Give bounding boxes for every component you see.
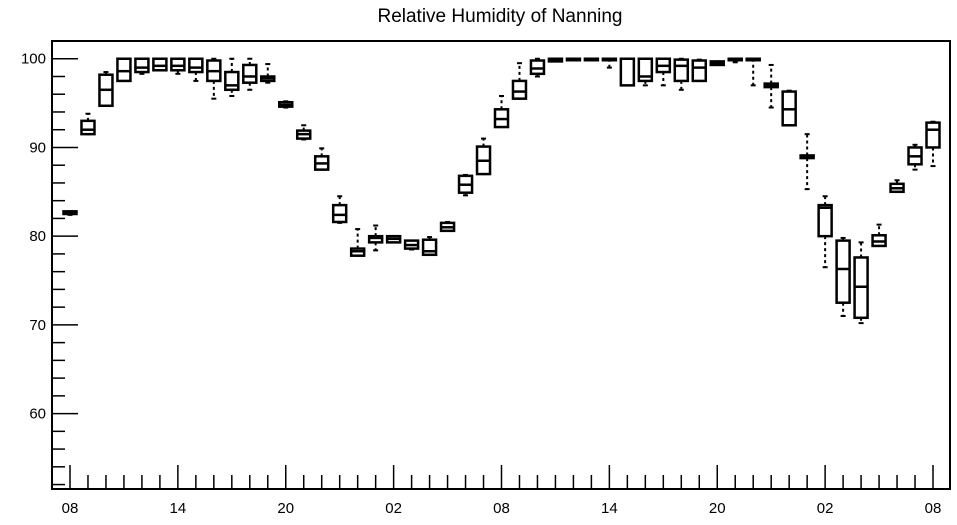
- box-group: [224, 57, 240, 98]
- plot-frame: [51, 40, 951, 490]
- box-group: [565, 57, 582, 62]
- box-group: [260, 63, 276, 84]
- iqr-box: [331, 203, 348, 224]
- y-tick-label: 100: [21, 51, 46, 68]
- iqr-box: [691, 59, 708, 83]
- iqr-box: [511, 79, 528, 100]
- box-group: [619, 57, 636, 87]
- box-group: [709, 60, 725, 67]
- iqr-box: [152, 57, 168, 72]
- chart-title: Relative Humidity of Nanning: [377, 6, 622, 27]
- iqr-box: [242, 63, 258, 84]
- box-group: [835, 236, 851, 318]
- x-tick-label: 14: [601, 500, 618, 517]
- box-group: [673, 57, 690, 91]
- box-group: [871, 223, 887, 248]
- box-group: [134, 57, 150, 75]
- box-group: [349, 228, 366, 257]
- box-plots: [62, 57, 941, 325]
- iqr-box: [224, 70, 240, 92]
- iqr-box: [134, 57, 150, 74]
- box-group: [331, 195, 348, 224]
- box-group: [907, 143, 923, 171]
- box-group: [601, 57, 618, 69]
- box-group: [421, 236, 438, 257]
- y-tick-label: 60: [29, 406, 46, 423]
- y-tick-label: 70: [29, 317, 46, 334]
- box-group: [98, 71, 114, 108]
- box-group: [116, 57, 132, 83]
- box-group: [763, 63, 779, 109]
- box-group: [727, 57, 743, 64]
- axis-ticks: [52, 40, 934, 489]
- box-group: [385, 234, 402, 244]
- box-group: [152, 57, 168, 72]
- box-group: [637, 57, 654, 87]
- x-tick-label: 08: [493, 500, 510, 517]
- box-group: [313, 147, 330, 171]
- box-group: [439, 220, 456, 233]
- box-group: [188, 57, 204, 82]
- box-group: [493, 95, 510, 129]
- x-tick-label: 08: [62, 500, 79, 517]
- box-group: [817, 195, 833, 269]
- box-group: [242, 57, 258, 91]
- box-group: [206, 57, 222, 100]
- box-group: [511, 62, 528, 100]
- x-tick-label: 02: [385, 500, 402, 517]
- iqr-box: [367, 234, 384, 244]
- y-tick-label: 80: [29, 228, 46, 245]
- iqr-box: [925, 121, 941, 149]
- iqr-box: [673, 58, 690, 83]
- box-group: [889, 179, 905, 194]
- box-group: [781, 89, 797, 127]
- iqr-box: [619, 57, 636, 87]
- box-group: [278, 100, 294, 109]
- x-tick-label: 14: [170, 500, 187, 517]
- iqr-box: [529, 59, 546, 76]
- box-group: [80, 112, 96, 136]
- box-group: [170, 57, 186, 75]
- box-group: [655, 57, 672, 87]
- x-tick-label: 20: [709, 500, 726, 517]
- box-group: [547, 57, 564, 63]
- box-group: [853, 241, 869, 325]
- tick-labels: 60 70 80 90 100 08 14 20 02 08 14 20 02 08: [21, 51, 941, 517]
- box-group: [529, 57, 546, 78]
- iqr-box: [817, 203, 833, 238]
- box-group: [745, 57, 761, 87]
- iqr-box: [116, 57, 132, 83]
- box-group: [691, 58, 708, 83]
- box-group: [367, 224, 384, 252]
- box-group: [475, 137, 492, 176]
- iqr-box: [835, 239, 851, 304]
- iqr-box: [80, 119, 96, 136]
- box-group: [583, 57, 600, 62]
- iqr-box: [188, 57, 204, 74]
- x-tick-label: 20: [277, 500, 294, 517]
- box-group: [62, 210, 78, 216]
- y-tick-label: 90: [29, 139, 46, 156]
- x-tick-label: 02: [817, 500, 834, 517]
- iqr-box: [421, 238, 438, 257]
- box-group: [799, 133, 815, 191]
- box-group: [403, 239, 420, 251]
- box-group: [925, 120, 941, 168]
- iqr-box: [170, 57, 186, 72]
- x-tick-label: 08: [925, 500, 942, 517]
- box-group: [295, 124, 312, 141]
- box-group: [457, 173, 474, 197]
